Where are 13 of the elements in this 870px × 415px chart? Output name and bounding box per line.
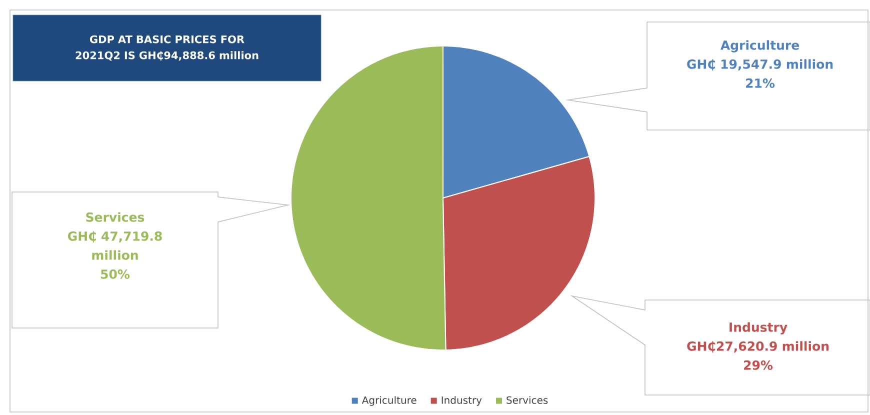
legend-label: Industry: [442, 396, 482, 406]
text: 29%: [744, 360, 773, 370]
slice-label: Agriculture: [720, 40, 800, 52]
legend-label: Services: [506, 396, 548, 404]
text: 50%: [101, 269, 130, 279]
slice-label: Services: [86, 212, 144, 222]
chart-title: GDP AT BASIC PRICES FOR 2021Q2 IS GH₵94,888.6 million: [76, 35, 258, 61]
data-label: GH₵27,620.9 million: [687, 341, 829, 353]
slice-label: Industry: [730, 322, 788, 334]
legend-label: Agriculture: [362, 396, 416, 406]
data-label: GH₵ 19,547.9 million: [687, 59, 833, 71]
data-label: GH₵ 47,719.8 million: [68, 231, 162, 260]
text: 21%: [746, 78, 775, 88]
